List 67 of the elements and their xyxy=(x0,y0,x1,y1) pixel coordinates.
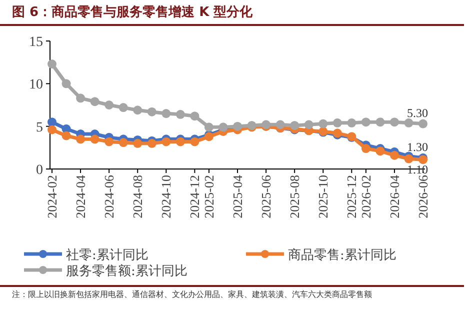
point xyxy=(304,120,314,130)
y-tick-label: 5 xyxy=(36,120,43,136)
point xyxy=(162,137,171,146)
y-tick-label: 15 xyxy=(29,35,43,50)
x-tick-label: 2026-06 xyxy=(416,174,430,218)
point xyxy=(290,120,300,130)
point xyxy=(418,119,428,128)
x-tick-label: 2025-06 xyxy=(258,174,274,218)
point xyxy=(118,138,128,148)
point xyxy=(62,79,71,88)
x-tick-label: 2024-04 xyxy=(73,174,88,218)
point xyxy=(76,134,86,144)
data-label: 5.30 xyxy=(407,106,428,120)
point xyxy=(133,138,142,148)
point xyxy=(104,137,114,146)
point xyxy=(276,120,285,130)
point xyxy=(76,94,86,103)
point xyxy=(133,106,142,115)
point xyxy=(404,154,414,164)
point xyxy=(233,122,242,131)
point xyxy=(404,118,414,128)
text: 注：限上以旧换新包括家用电器、通信器材、文化办公用品、家具、建筑装潢、汽车六大类商品零售额 xyxy=(12,289,373,301)
point xyxy=(361,118,370,127)
point xyxy=(62,131,71,140)
point xyxy=(48,118,56,127)
point xyxy=(218,122,228,132)
y-tick-label: 10 xyxy=(29,78,43,93)
x-tick-label: 2025-02 xyxy=(201,175,216,218)
point xyxy=(104,100,114,110)
x-tick-label: 2024-12 xyxy=(187,175,202,218)
point xyxy=(190,137,200,146)
point xyxy=(204,122,214,132)
point xyxy=(390,150,399,160)
point xyxy=(118,103,128,112)
point xyxy=(147,107,156,116)
point xyxy=(90,97,100,106)
data-label: 1.30 xyxy=(407,140,428,154)
point xyxy=(90,134,100,144)
point xyxy=(376,146,385,156)
point xyxy=(376,118,385,127)
x-tick-label: 2025-10 xyxy=(316,175,331,218)
legend-label: 服务零售额:累计同比 xyxy=(66,264,188,279)
point xyxy=(390,118,399,127)
x-tick-label: 2024-10 xyxy=(158,175,174,218)
point xyxy=(347,118,356,128)
point xyxy=(361,144,370,154)
point xyxy=(48,125,56,134)
x-tick-label: 2025-12 xyxy=(344,175,360,218)
point xyxy=(190,112,200,121)
x-tick-label: 2026-02 xyxy=(358,175,374,218)
x-tick-label: 2024-02 xyxy=(44,175,60,218)
title: 图 6：商品零售与服务零售增速 K 型分化 xyxy=(12,4,253,21)
legend-label: 社零:累计同比 xyxy=(66,248,148,263)
y-tick-label: 0 xyxy=(36,163,43,178)
x-tick-label: 2026-04 xyxy=(386,174,402,218)
point xyxy=(318,119,328,128)
point xyxy=(147,138,156,148)
x-tick-label: 2024-08 xyxy=(130,175,146,218)
x-tick-label: 2025-04 xyxy=(230,174,245,218)
x-tick-label: 2025-08 xyxy=(287,175,302,218)
point xyxy=(332,118,342,128)
legend-label: 商品零售:累计同比 xyxy=(288,248,396,263)
point xyxy=(48,60,56,69)
point xyxy=(176,110,185,119)
point xyxy=(176,137,185,146)
point xyxy=(162,109,171,118)
x-tick-label: 2024-06 xyxy=(102,174,117,218)
